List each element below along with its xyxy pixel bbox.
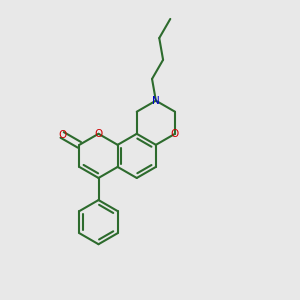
Text: N: N [152, 96, 160, 106]
Text: O: O [58, 130, 66, 140]
Text: O: O [94, 129, 103, 139]
Text: O: O [171, 129, 179, 139]
